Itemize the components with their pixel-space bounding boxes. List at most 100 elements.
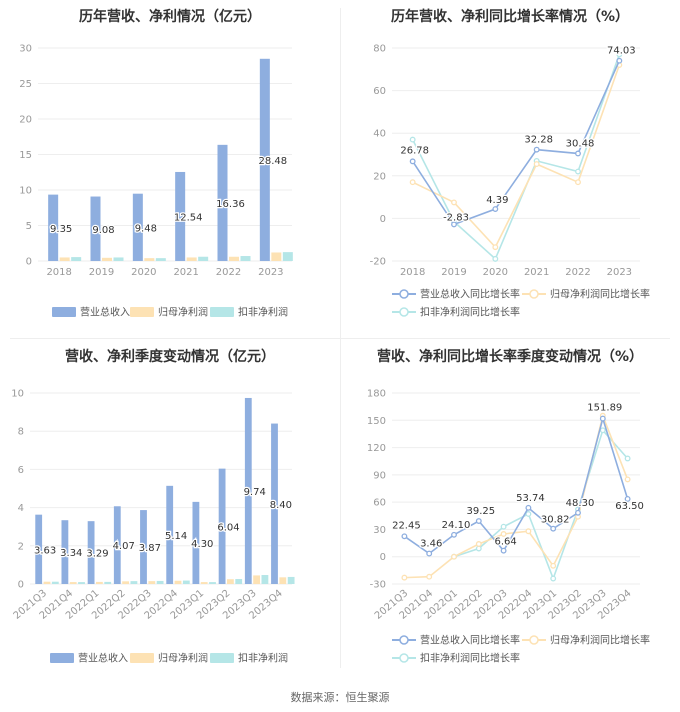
series-point	[492, 244, 499, 251]
x-tick-label: 2018	[46, 267, 71, 278]
data-label: 9.48	[135, 223, 157, 234]
bar-deducted-profit	[71, 257, 82, 261]
series-point	[575, 150, 581, 157]
data-source-note: 数据来源：恒生聚源	[290, 691, 390, 704]
bar-net-profit	[148, 581, 156, 584]
annual-revenue-profit-chart: 0 5 10 15 20 25 30 9.35 9.08 9.48 12.54 16.36 28.48 2…	[19, 44, 293, 319]
bar-net-profit	[253, 575, 261, 584]
bar-revenue	[61, 520, 69, 584]
legend-swatch	[52, 307, 76, 317]
bar-revenue	[175, 171, 186, 261]
data-label: 8.40	[270, 500, 292, 511]
chart-title: 历年营收、净利情况（亿元）	[79, 9, 261, 25]
data-label: 6.04	[217, 522, 239, 533]
bar-revenue	[244, 397, 252, 584]
series-point	[500, 531, 507, 537]
bar-net-profit	[279, 577, 287, 584]
series-point	[533, 161, 540, 168]
legend-label: 扣非净利润	[238, 652, 288, 665]
y-tick-label: 150	[367, 416, 386, 427]
series-point	[451, 199, 457, 206]
data-label: 151.89	[587, 403, 622, 414]
bar-net-profit	[229, 256, 239, 261]
bar-revenue	[48, 194, 59, 261]
bar-deducted-profit	[113, 257, 124, 261]
data-label: 9.08	[92, 225, 114, 236]
y-tick-label: 60	[373, 86, 386, 97]
series-point	[624, 455, 631, 462]
bar-deducted-profit	[261, 575, 269, 584]
series-point	[475, 541, 482, 547]
data-label: 6.64	[494, 537, 516, 548]
series-point	[451, 553, 457, 560]
series-point	[525, 511, 532, 517]
y-tick-label: 8	[18, 427, 24, 438]
series-point	[401, 533, 408, 540]
bar-deducted-profit	[287, 576, 295, 584]
bar-net-profit	[43, 581, 51, 584]
legend-swatch	[210, 653, 234, 663]
data-label: 12.54	[174, 212, 203, 223]
data-label: 16.36	[216, 199, 245, 210]
bar-revenue	[90, 196, 101, 261]
data-label: -2.83	[443, 212, 469, 223]
legend-label: 扣非净利润同比增长率	[420, 652, 520, 665]
bar-deducted-profit	[156, 580, 164, 584]
series-point	[550, 575, 557, 582]
x-tick-label: 2023	[258, 267, 283, 278]
bar-revenue	[259, 58, 270, 262]
bar-net-profit	[200, 582, 208, 584]
y-tick-label: 10	[19, 186, 32, 197]
y-tick-label: 25	[19, 79, 32, 90]
data-label: 48.30	[566, 498, 595, 509]
data-label: 3.34	[60, 548, 82, 559]
quarterly-revenue-profit-panel: 营收、净利季度变动情况（亿元） 0 2 4 6 8 10 3.63 3.34 3.29 4.07 3…	[0, 338, 340, 688]
bar-deducted-profit	[51, 581, 59, 584]
data-label: 9.74	[244, 487, 266, 498]
bar-net-profit	[96, 581, 103, 584]
series-point	[525, 528, 532, 535]
data-label: 9.35	[50, 224, 72, 235]
x-tick-label: 2020	[483, 267, 508, 278]
legend-label: 归母净利润	[158, 306, 208, 319]
legend-swatch-marker	[399, 653, 409, 663]
series-point	[492, 255, 499, 262]
data-label: 24.10	[442, 520, 471, 531]
y-tick-label: 0	[26, 257, 32, 268]
legend-label: 归母净利润同比增长率	[550, 288, 650, 301]
series-line	[453, 428, 629, 581]
y-tick-label: 6	[18, 465, 24, 476]
series-point	[500, 547, 507, 554]
series-line	[412, 64, 621, 249]
series-point	[525, 504, 532, 511]
series-point	[575, 179, 581, 186]
bar-revenue	[166, 485, 174, 584]
y-tick-label: 20	[19, 115, 32, 126]
x-tick-label: 2019	[441, 267, 466, 278]
bar-net-profit	[271, 252, 282, 261]
series-point	[575, 509, 581, 516]
bar-revenue	[113, 506, 121, 584]
series-point	[624, 496, 631, 502]
legend-label: 归母净利润同比增长率	[550, 634, 650, 647]
data-label: 22.45	[392, 520, 421, 531]
series-point	[550, 562, 557, 569]
y-tick-label: 4	[18, 503, 24, 514]
bar-revenue	[271, 423, 278, 584]
legend-swatch	[50, 653, 74, 663]
y-tick-label: 0	[380, 214, 386, 225]
data-label: 4.30	[191, 539, 213, 550]
y-tick-label: 60	[373, 498, 386, 509]
data-label: 3.63	[34, 545, 56, 556]
data-label: 3.29	[86, 549, 108, 560]
series-point	[451, 221, 457, 228]
data-label: 5.14	[165, 531, 187, 542]
y-tick-label: 90	[373, 470, 386, 481]
annual-revenue-profit-panel: 历年营收、净利情况（亿元） 0 5 10 15 20 25 30 9.35 9.08 9.48 12…	[0, 0, 340, 338]
bar-deducted-profit	[155, 258, 166, 261]
series-point	[550, 525, 557, 532]
legend-swatch	[210, 307, 234, 317]
x-tick-label: 2019	[89, 267, 114, 278]
annual-growth-panel: 历年营收、净利同比增长率情况（%） -20 0 20 40 60 80 26.78 -2.83…	[340, 0, 680, 338]
quarterly-growth-panel: 营收、净利同比增长率季度变动情况（%） -30 0 30 60 90 120 150 180 2…	[340, 338, 680, 688]
